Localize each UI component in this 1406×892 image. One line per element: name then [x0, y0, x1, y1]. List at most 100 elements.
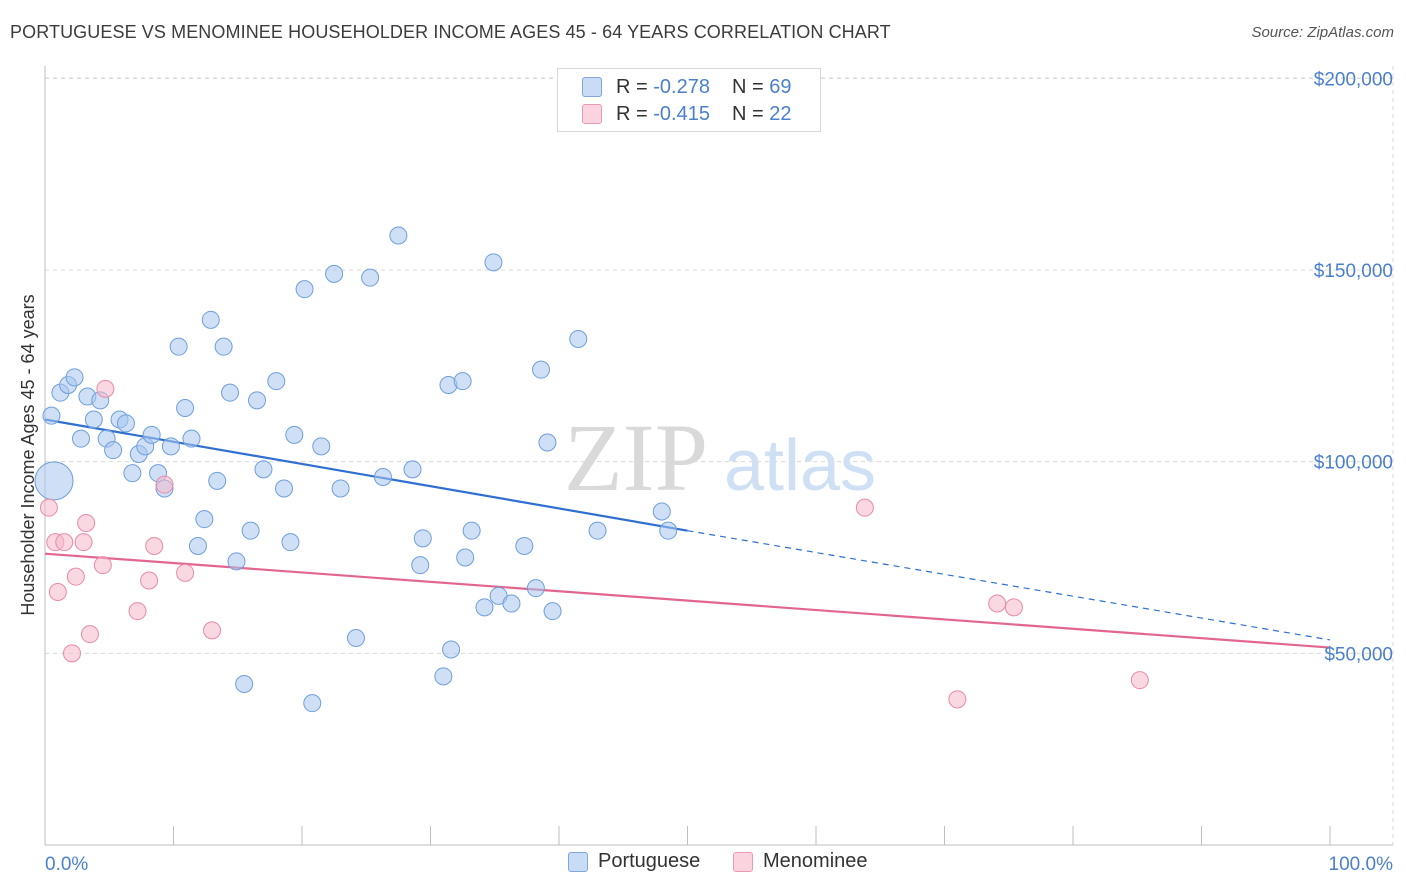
- point-portuguese: [182, 429, 201, 448]
- point-menominee: [66, 567, 85, 586]
- stats-row-menominee: R = -0.415 N = 22: [582, 102, 791, 126]
- point-portuguese: [116, 414, 135, 433]
- point-menominee: [128, 602, 147, 621]
- point-portuguese: [295, 280, 314, 299]
- legend-item-menominee: Menominee: [733, 850, 868, 873]
- point-menominee: [176, 563, 195, 582]
- point-portuguese: [515, 537, 534, 555]
- point-portuguese: [484, 253, 503, 272]
- point-portuguese: [453, 372, 472, 391]
- r-value: -0.278: [653, 75, 710, 98]
- r-label: R =: [616, 102, 648, 125]
- point-portuguese: [456, 548, 475, 567]
- point-portuguese: [104, 441, 123, 460]
- point-menominee: [39, 498, 58, 517]
- point-portuguese: [361, 268, 380, 287]
- point-portuguese: [403, 460, 422, 479]
- y-tick-label: $100,000: [1314, 453, 1393, 474]
- point-menominee: [155, 475, 174, 494]
- point-menominee: [48, 583, 67, 601]
- point-portuguese: [142, 425, 161, 444]
- point-menominee: [948, 690, 967, 709]
- swatch-portuguese: [582, 77, 602, 97]
- point-portuguese: [275, 479, 294, 498]
- point-portuguese: [188, 537, 207, 555]
- point-portuguese: [526, 579, 545, 598]
- point-portuguese: [176, 399, 195, 417]
- n-value: 69: [769, 75, 792, 98]
- point-portuguese: [346, 629, 365, 647]
- point-portuguese: [588, 521, 607, 540]
- point-portuguese: [71, 429, 90, 448]
- point-portuguese: [434, 667, 453, 686]
- point-portuguese: [442, 640, 461, 659]
- point-portuguese: [532, 360, 551, 379]
- point-menominee: [80, 625, 99, 644]
- point-portuguese: [652, 502, 671, 521]
- stats-legend: R = -0.278 N = 69 R = -0.415 N = 22: [557, 68, 821, 132]
- n-label: N =: [731, 75, 764, 98]
- trend-line-menominee: [44, 552, 1331, 649]
- swatch-menominee: [582, 104, 602, 124]
- point-portuguese: [413, 529, 432, 548]
- point-portuguese: [84, 410, 103, 429]
- point-portuguese: [235, 675, 254, 693]
- point-portuguese: [543, 602, 562, 621]
- point-portuguese: [195, 510, 214, 529]
- point-portuguese: [161, 437, 180, 456]
- point-portuguese: [659, 521, 678, 540]
- x-tick-label-start: 0.0%: [45, 854, 88, 875]
- point-portuguese: [208, 471, 227, 490]
- point-portuguese: [502, 594, 521, 613]
- r-value: -0.415: [653, 102, 710, 125]
- point-portuguese: [267, 372, 286, 391]
- point-portuguese: [312, 437, 331, 456]
- point-portuguese: [285, 425, 304, 444]
- point-portuguese: [475, 598, 494, 617]
- point-portuguese: [241, 521, 260, 540]
- legend-swatch-portuguese: [568, 851, 588, 872]
- point-portuguese: [389, 226, 408, 245]
- x-tick-label-end: 100.0%: [1329, 854, 1394, 875]
- point-menominee: [77, 514, 96, 532]
- point-portuguese: [214, 337, 233, 356]
- point-portuguese: [248, 391, 267, 410]
- point-portuguese: [254, 460, 273, 479]
- y-tick-label: $150,000: [1314, 261, 1393, 282]
- point-menominee: [1130, 671, 1149, 690]
- point-portuguese: [538, 433, 557, 452]
- point-menominee: [140, 571, 159, 590]
- point-menominee: [855, 498, 874, 517]
- point-portuguese: [201, 310, 220, 329]
- point-portuguese: [169, 337, 188, 356]
- point-portuguese: [65, 368, 84, 387]
- point-portuguese: [373, 468, 392, 486]
- watermark-zip: ZIP: [564, 404, 708, 511]
- chart-title: PORTUGUESE VS MENOMINEE HOUSEHOLDER INCO…: [10, 22, 891, 42]
- watermark-atlas: atlas: [724, 426, 876, 506]
- point-menominee: [93, 556, 112, 575]
- legend-label-portuguese: Portuguese: [598, 850, 701, 872]
- point-menominee: [62, 644, 81, 663]
- trend-line-extension-portuguese: [687, 530, 1331, 641]
- point-portuguese: [123, 464, 142, 483]
- point-portuguese: [303, 694, 322, 713]
- point-menominee: [1004, 598, 1023, 617]
- r-label: R =: [616, 75, 648, 98]
- legend-item-portuguese: Portuguese: [568, 850, 700, 873]
- point-menominee: [96, 379, 115, 398]
- legend-swatch-menominee: [733, 851, 753, 872]
- legend-label-menominee: Menominee: [763, 850, 868, 872]
- point-portuguese: [569, 330, 588, 348]
- source-label: Source: ZipAtlas.com: [1251, 24, 1394, 41]
- point-portuguese: [325, 264, 344, 283]
- y-tick-label: $50,000: [1324, 644, 1393, 665]
- point-menominee: [203, 621, 222, 640]
- n-value: 22: [769, 102, 792, 125]
- point-portuguese: [227, 552, 246, 571]
- point-menominee: [988, 594, 1007, 613]
- point-portuguese: [462, 521, 481, 540]
- point-portuguese: [331, 479, 350, 498]
- y-axis-label: Householder Income Ages 45 - 64 years: [18, 294, 38, 615]
